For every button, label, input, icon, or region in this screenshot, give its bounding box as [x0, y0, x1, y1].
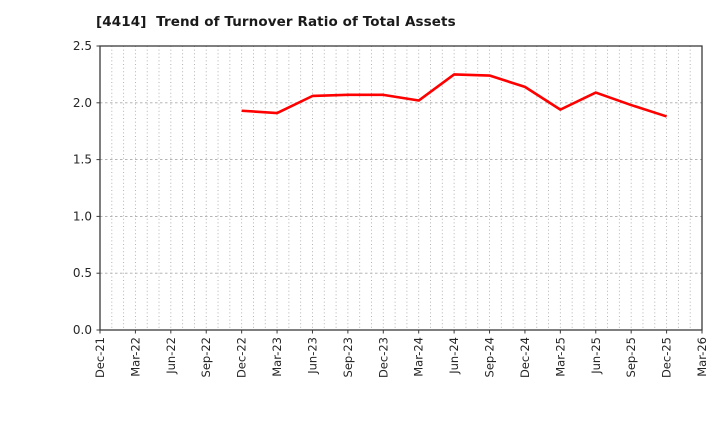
- x-tick-label: Jun-25: [589, 337, 603, 375]
- x-tick-label: Dec-24: [518, 337, 532, 378]
- x-tick-label: Mar-26: [695, 337, 709, 377]
- x-tick-label: Dec-22: [235, 337, 249, 378]
- y-tick-label: 1.0: [73, 209, 92, 223]
- x-tick-label: Jun-24: [447, 337, 461, 375]
- y-tick-label: 0.5: [73, 266, 92, 280]
- x-tick-label: Jun-22: [164, 337, 178, 375]
- x-tick-label: Mar-25: [553, 337, 567, 377]
- x-tick-label: Sep-23: [341, 337, 355, 377]
- x-tick-label: Mar-24: [412, 337, 426, 377]
- x-tick-label: Sep-24: [483, 337, 497, 377]
- x-tick-label: Jun-23: [305, 337, 319, 375]
- x-tick-label: Dec-21: [93, 337, 107, 378]
- x-tick-label: Mar-22: [128, 337, 142, 377]
- y-tick-label: 1.5: [73, 153, 92, 167]
- y-tick-label: 2.5: [73, 39, 92, 53]
- x-tick-label: Dec-23: [376, 337, 390, 378]
- y-tick-label: 2.0: [73, 96, 92, 110]
- plot-border: [99, 45, 703, 331]
- x-tick-label: Mar-23: [270, 337, 284, 377]
- chart-title: [4414] Trend of Turnover Ratio of Total …: [96, 14, 456, 30]
- x-tick-label: Dec-25: [660, 337, 674, 378]
- series-line: [241, 73, 667, 118]
- x-tick-label: Sep-22: [199, 337, 213, 377]
- x-tick-label: Sep-25: [624, 337, 638, 377]
- y-tick-label: 0.0: [73, 323, 92, 337]
